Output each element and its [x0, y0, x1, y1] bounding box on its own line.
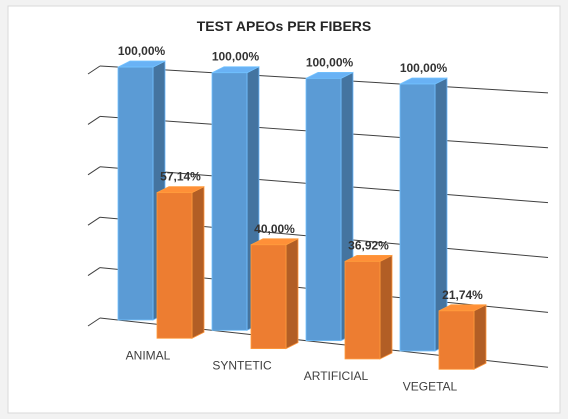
- bar: [344, 260, 381, 360]
- grid-line-side: [87, 317, 101, 327]
- value-label: 21,74%: [442, 288, 483, 302]
- bar: [438, 310, 475, 370]
- bar-side: [191, 186, 205, 339]
- bar-side: [379, 254, 393, 360]
- bar: [117, 66, 154, 321]
- value-label: 57,14%: [160, 170, 201, 184]
- value-label: 36,92%: [348, 238, 389, 252]
- x-tick-label: VEGETAL: [403, 379, 458, 393]
- value-label: 100,00%: [306, 55, 354, 69]
- x-tick-label: ARTIFICIAL: [304, 369, 369, 383]
- bar: [250, 244, 287, 350]
- value-label: 40,00%: [254, 222, 295, 236]
- grid-line-side: [87, 65, 101, 75]
- bar: [211, 72, 248, 331]
- grid-line-side: [87, 115, 101, 125]
- bar-side: [285, 238, 299, 350]
- bar-side: [473, 304, 487, 370]
- bar: [305, 77, 342, 342]
- bar: [399, 83, 436, 352]
- x-tick-label: SYNTETIC: [212, 359, 272, 373]
- value-label: 100,00%: [118, 44, 166, 58]
- x-tick-label: ANIMAL: [126, 348, 171, 362]
- bar: [156, 192, 193, 339]
- grid-line-side: [87, 267, 101, 277]
- grid-line-side: [87, 166, 101, 176]
- chart-title: TEST APEOs PER FIBERS: [197, 18, 372, 34]
- grid-line-side: [87, 216, 101, 226]
- value-label: 100,00%: [400, 61, 448, 75]
- value-label: 100,00%: [212, 50, 260, 64]
